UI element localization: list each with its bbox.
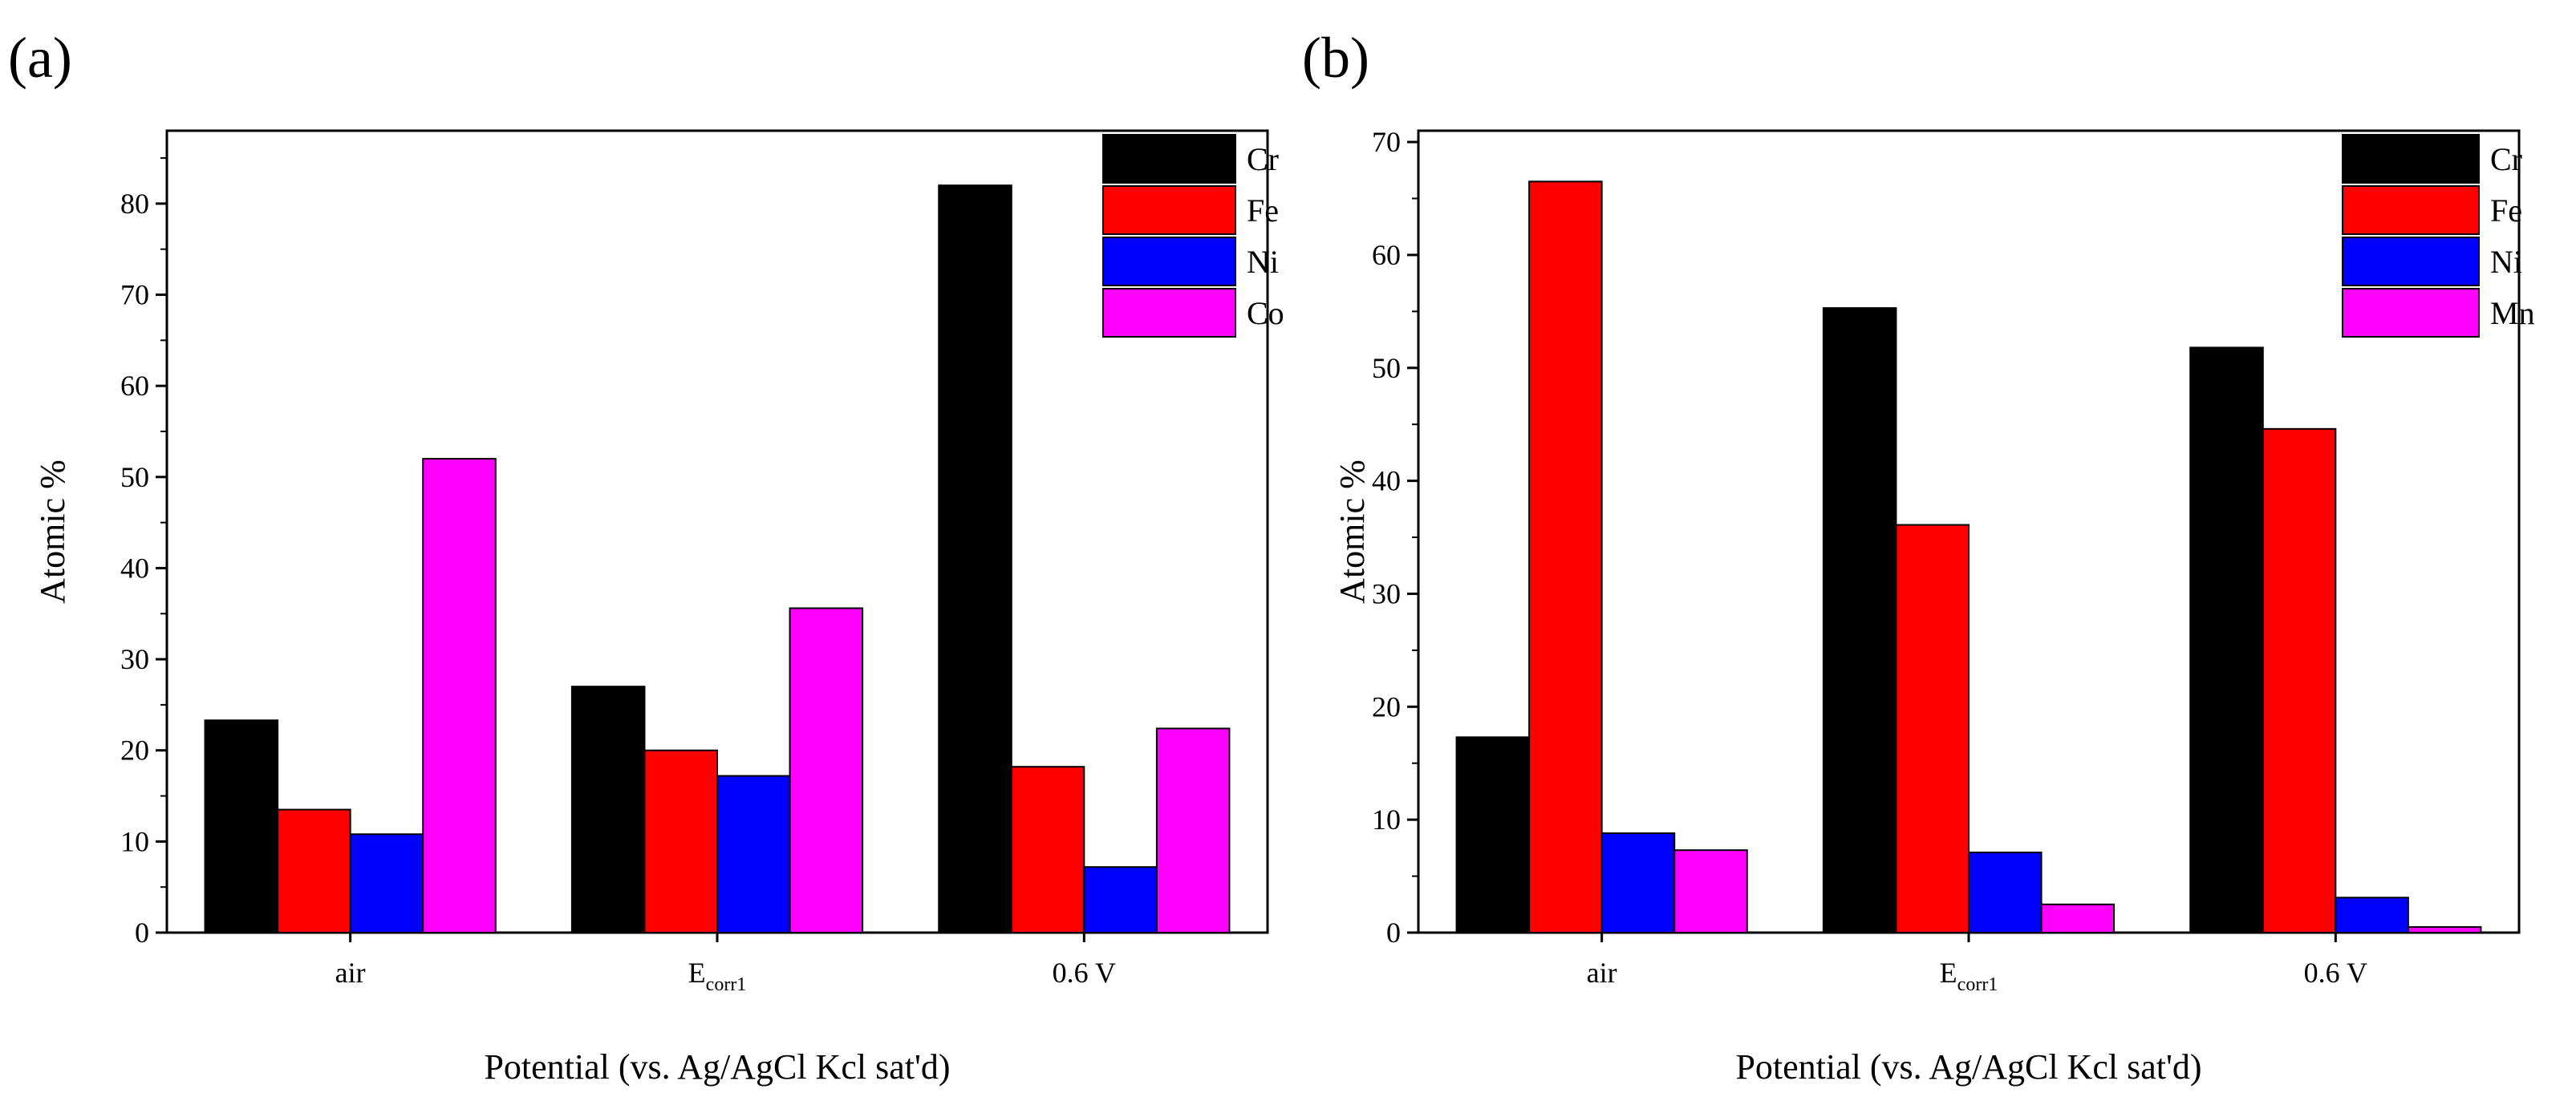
panel-b-bar-mn-ecorr1 [2040, 903, 2116, 933]
panel-a-legend-swatch-fe [1102, 185, 1236, 235]
panel-b-ytick-label-60: 60 [1372, 239, 1401, 271]
panel-b-bar-fe-ecorr1 [1895, 524, 1970, 934]
panel-b-legend-swatch-mn [2342, 288, 2480, 338]
panel-a-bar-co-air [422, 458, 497, 933]
panel-b-ytick-label-20: 20 [1372, 690, 1401, 723]
panel-b-category-label-ecorr1: Ecorr1 [1940, 957, 1998, 995]
panel-a-bar-fe-ecorr1 [643, 749, 718, 934]
panel-b-legend-swatch-fe [2342, 185, 2480, 235]
panel-b-category-label-0-6-v: 0.6 V [2304, 957, 2367, 989]
panel-b-y-axis-title: Atomic % [1333, 459, 1372, 604]
panel-b-bar-ni-ecorr1 [1968, 852, 2043, 933]
panel-a-bar-cr-0-6-v [938, 184, 1012, 933]
panel-a-bar-ni-0-6-v [1083, 866, 1158, 933]
panel-b-bar-cr-ecorr1 [1822, 307, 1897, 933]
panel-a-bar-co-ecorr1 [789, 607, 864, 933]
panel-a-ytick-label-80: 80 [120, 188, 149, 220]
panel-a-category-label-air: air [335, 957, 366, 989]
panel-b-ytick-label-10: 10 [1372, 804, 1401, 836]
panel-a-x-axis-title: Potential (vs. Ag/AgCl Kcl sat'd) [484, 1047, 950, 1087]
panel-b-legend-swatch-ni [2342, 237, 2480, 286]
panel-b-bar-fe-0-6-v [2262, 427, 2337, 933]
panel-b-x-axis-title: Potential (vs. Ag/AgCl Kcl sat'd) [1735, 1047, 2201, 1087]
panel-a-label: (a) [8, 26, 72, 90]
panel-a-bar-cr-ecorr1 [570, 686, 646, 933]
panel-b-category-label-air: air [1587, 957, 1617, 989]
panel-b-legend-label-ni: Ni [2490, 244, 2522, 280]
panel-a-bar-cr-air [204, 719, 279, 934]
panel-a-bar-fe-0-6-v [1010, 766, 1085, 933]
panel-b-bar-cr-0-6-v [2189, 346, 2264, 933]
panel-b-legend-swatch-cr [2342, 134, 2480, 184]
panel-a-legend-label-cr: Cr [1247, 141, 1279, 177]
panel-b-legend-label-cr: Cr [2490, 141, 2522, 177]
panel-b-ytick-label-70: 70 [1372, 126, 1401, 158]
panel-a-ytick-label-30: 30 [120, 643, 149, 675]
panel-a-ytick-label-10: 10 [120, 825, 149, 857]
panel-a-bar-co-0-6-v [1155, 727, 1231, 933]
panel-a-y-axis-title: Atomic % [33, 459, 72, 604]
panel-b-ytick-label-30: 30 [1372, 577, 1401, 609]
panel-a-bar-fe-air [277, 808, 351, 933]
panel-a-legend-label-ni: Ni [1247, 244, 1279, 280]
panel-b-bar-cr-air [1455, 736, 1531, 933]
panel-b-legend-label-fe: Fe [2490, 192, 2522, 229]
panel-a-legend-label-co: Co [1247, 295, 1284, 331]
panel-a-category-label-0-6-v: 0.6 V [1053, 957, 1116, 989]
panel-b-label: (b) [1302, 26, 1369, 90]
panel-a-ytick-label-40: 40 [120, 552, 149, 584]
panel-a-ytick-label-50: 50 [120, 461, 149, 493]
panel-b-bar-fe-air [1528, 180, 1603, 933]
panel-a-ytick-label-20: 20 [120, 735, 149, 767]
panel-a-legend-swatch-ni [1102, 237, 1236, 286]
panel-b-bar-mn-0-6-v [2407, 925, 2482, 934]
panel-a: (a) 0 10 20 30 40 50 60 70 80 air Ecorr1 0.6 V Potent… [8, 26, 1284, 1087]
panel-b-bar-ni-air [1600, 832, 1676, 934]
panel-b-bar-mn-air [1673, 849, 1748, 934]
panel-a-ytick-label-70: 70 [120, 279, 149, 311]
panel-b-ytick-label-50: 50 [1372, 352, 1401, 384]
panel-a-bar-ni-ecorr1 [716, 775, 791, 934]
panel-b-ytick-label-0: 0 [1386, 917, 1401, 949]
panel-a-bar-ni-air [349, 833, 424, 933]
panel-a-ytick-label-60: 60 [120, 370, 149, 402]
panel-a-legend-swatch-cr [1102, 134, 1236, 184]
panel-a-legend-swatch-co [1102, 288, 1236, 338]
panel-a-ytick-label-0: 0 [135, 917, 149, 949]
panel-b-legend-label-mn: Mn [2490, 295, 2535, 331]
panel-b-ytick-label-40: 40 [1372, 465, 1401, 497]
panel-b: (b) 0 10 20 30 40 50 60 70 air Ecorr1 0.6 V Potentia… [1302, 26, 2535, 1087]
panel-b-bar-ni-0-6-v [2335, 897, 2409, 933]
panel-a-category-label-ecorr1: Ecorr1 [688, 957, 747, 995]
panel-a-legend-label-fe: Fe [1247, 192, 1279, 229]
